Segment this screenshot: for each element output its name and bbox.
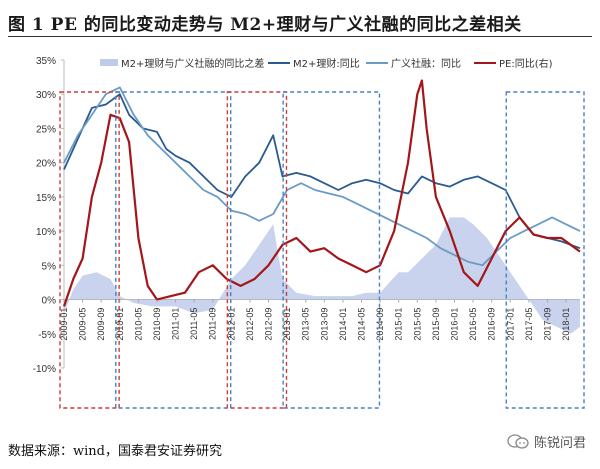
chat-bubble-icon	[507, 433, 529, 449]
highlight-window-2	[115, 91, 232, 409]
y-tick-label: 30%	[36, 90, 56, 101]
x-tick-label: 2011-01	[171, 308, 181, 340]
y-tick-label: -10%	[33, 364, 56, 375]
watermark-text: 陈锐问君	[533, 436, 586, 451]
source-note: 数据来源：wind，国泰君安证券研究	[8, 444, 222, 459]
x-tick-label: 2015-01	[394, 308, 404, 341]
series-line-pe	[62, 79, 581, 307]
legend-label: M2+理财:同比	[293, 57, 360, 70]
y-tick-label: 35%	[36, 56, 56, 67]
series-line-m2	[63, 93, 581, 250]
legend-swatch	[100, 59, 118, 66]
watermark: 陈锐问君	[507, 432, 586, 451]
y-tick-label: 0%	[42, 296, 57, 307]
x-tick-label: 2015-09	[431, 308, 441, 341]
highlight-window-5	[505, 91, 585, 409]
x-tick-label: 2014-09	[375, 308, 385, 341]
series-area-diff	[64, 217, 580, 334]
x-tick-label: 2009-01	[59, 308, 69, 341]
x-tick-label: 2009-05	[78, 308, 88, 341]
line-chart: -10% -5% 0% 5% 10% 15% 20% 25% 30% 35% 2009-01 2009…	[33, 56, 585, 409]
x-tick-label: 2010-01	[115, 308, 125, 341]
x-tick-label: 2013-05	[301, 308, 311, 341]
x-tick-label: 2017-05	[524, 308, 534, 341]
x-tick-label: 2013-09	[319, 308, 329, 341]
x-tick-label: 2013-01	[282, 308, 292, 341]
x-tick-label: 2015-05	[412, 308, 422, 341]
x-tick-label: 2012-01	[226, 308, 236, 341]
x-tick-label: 2010-09	[152, 308, 162, 341]
x-tick-label: 2012-09	[264, 308, 274, 341]
highlight-window-4	[282, 91, 381, 409]
x-tick-label: 2010-05	[133, 308, 143, 341]
figure-title-bar: 图 1 PE 的同比变动走势与 M2+理财与广义社融的同比之差相关	[8, 8, 592, 37]
figure-title: 图 1 PE 的同比变动走势与 M2+理财与广义社融的同比之差相关	[8, 14, 522, 35]
y-tick-label: 20%	[36, 159, 56, 170]
x-tick-label: 2017-09	[542, 308, 552, 341]
x-tick-label: 2017-01	[505, 308, 515, 341]
x-tick-label: 2016-01	[449, 308, 459, 341]
x-tick-label: 2009-09	[96, 308, 106, 341]
x-tick-label: 2011-09	[208, 308, 218, 340]
x-tick-label: 2016-09	[487, 308, 497, 341]
y-tick-label: 10%	[36, 227, 56, 238]
x-tick-label: 2011-05	[189, 308, 199, 340]
highlight-window-1	[59, 91, 120, 409]
y-tick-label: 15%	[36, 193, 56, 204]
y-tick-label: -5%	[38, 330, 56, 341]
highlight-window-3	[226, 91, 288, 409]
x-tick-label: 2016-05	[468, 308, 478, 341]
y-tick-label: 5%	[42, 261, 57, 272]
y-tick-label: 25%	[36, 124, 56, 135]
x-tick-label: 2012-05	[245, 308, 255, 341]
x-tick-label: 2014-01	[338, 308, 348, 341]
x-tick-label: 2018-01	[561, 308, 571, 341]
x-tick-label: 2014-05	[357, 308, 367, 341]
legend-label: PE:同比(右)	[499, 57, 553, 70]
legend-label: 广义社融：同比	[391, 57, 461, 70]
legend-label: M2+理财与广义社融的同比之差	[121, 57, 264, 70]
